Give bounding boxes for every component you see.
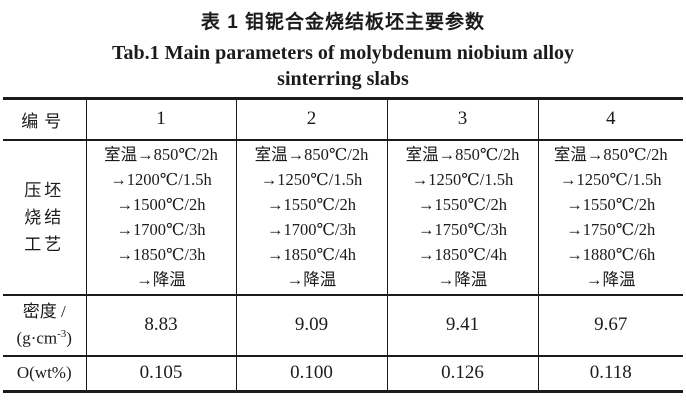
oxygen-value-2: 0.100	[236, 355, 388, 392]
density-unit-suffix: )	[66, 328, 72, 348]
process-step: →1850℃/4h	[266, 245, 357, 264]
table-title-english-line2: sinterring slabs	[277, 68, 409, 90]
process-step: 室温→850℃/2h	[104, 145, 218, 164]
header-label-number: 编号	[3, 98, 87, 141]
oxygen-row-label: O(wt%)	[3, 355, 87, 392]
process-step: →降温	[437, 270, 488, 289]
table-title-english-line1: Tab.1 Main parameters of molybdenum niob…	[111, 42, 575, 64]
process-cell-2: 室温→850℃/2h →1250℃/1.5h →1550℃/2h →1700℃/3h →…	[236, 139, 388, 296]
process-row-label: 压坯 烧结 工艺	[3, 139, 87, 296]
density-row: 密度 / (g·cm-3) 8.83 9.09 9.41 9.67	[3, 294, 683, 357]
density-value-3: 9.41	[387, 294, 539, 357]
process-step: →1700℃/3h	[116, 220, 206, 239]
density-value-4: 9.67	[538, 294, 683, 357]
process-step: →1250℃/1.5h	[260, 170, 363, 189]
table-title-english: Tab.1 Main parameters of molybdenum niob…	[0, 40, 686, 92]
process-step: →1850℃/4h	[417, 245, 508, 264]
process-step: 室温→850℃/2h	[553, 145, 668, 164]
process-cell-1: 室温→850℃/2h →1200℃/1.5h →1500℃/2h →1700℃/3h →…	[86, 139, 237, 296]
process-step: →1250℃/1.5h	[411, 170, 514, 189]
process-step: →1500℃/2h	[116, 195, 206, 214]
header-col-4: 4	[538, 98, 683, 141]
process-step: →1550℃/2h	[266, 195, 357, 214]
density-value-1: 8.83	[86, 294, 237, 357]
density-label-line2: (g·cm-3)	[3, 323, 86, 350]
process-step: →降温	[286, 270, 337, 289]
process-step: →1550℃/2h	[566, 195, 656, 214]
oxygen-value-4: 0.118	[589, 362, 632, 384]
process-step: →1750℃/3h	[417, 220, 508, 239]
process-step: →1550℃/2h	[417, 195, 508, 214]
density-unit-prefix: (g·cm	[16, 328, 58, 348]
process-step: →1700℃/3h	[266, 220, 357, 239]
density-value-2: 9.09	[236, 294, 388, 357]
process-step: →1200℃/1.5h	[110, 170, 212, 189]
process-label-line: 工艺	[24, 234, 65, 254]
density-unit-exponent: -3	[57, 327, 67, 340]
process-step: →降温	[136, 270, 186, 289]
process-step: 室温→850℃/2h	[254, 145, 369, 164]
process-step: →1850℃/3h	[116, 245, 206, 264]
process-step: 室温→850℃/2h	[405, 145, 520, 164]
process-cell-4: 室温→850℃/2h →1250℃/1.5h →1550℃/2h →1750℃/2h →…	[538, 139, 683, 296]
table-header-row: 编号 1 2 3 4	[3, 98, 683, 141]
table-title-chinese: 表 1 钼铌合金烧结板坯主要参数	[200, 12, 486, 33]
density-label-line1: 密度 /	[22, 301, 66, 321]
sintering-process-row: 压坯烧结工艺 室温→850℃/2h →1200℃/1.5h →1500℃/2h →17…	[3, 139, 683, 296]
process-label-line: 压坯	[24, 180, 65, 200]
header-col-1: 1	[86, 98, 237, 141]
process-cell-3: 室温→850℃/2h →1250℃/1.5h →1550℃/2h →1750℃/3h →…	[387, 139, 539, 296]
process-step: →降温	[586, 270, 636, 289]
oxygen-value-1: 0.105	[86, 355, 237, 392]
oxygen-value-3: 0.126	[387, 355, 539, 392]
oxygen-content-row: O(wt%) 0.105 0.100 0.126 0.118	[3, 355, 683, 392]
process-label-line: 烧结	[24, 207, 65, 227]
parameters-table: 编号 1 2 3 4 压坯烧结工艺 室温→850℃/2h →1200℃/1.5h →…	[3, 97, 683, 393]
process-step: →1880℃/6h	[566, 245, 656, 264]
density-row-label: 密度 / (g·cm-3)	[3, 294, 87, 357]
header-col-2: 2	[236, 98, 388, 141]
process-step: →1750℃/2h	[566, 220, 656, 239]
header-col-3: 3	[387, 98, 539, 141]
process-step: →1250℃/1.5h	[560, 170, 662, 189]
